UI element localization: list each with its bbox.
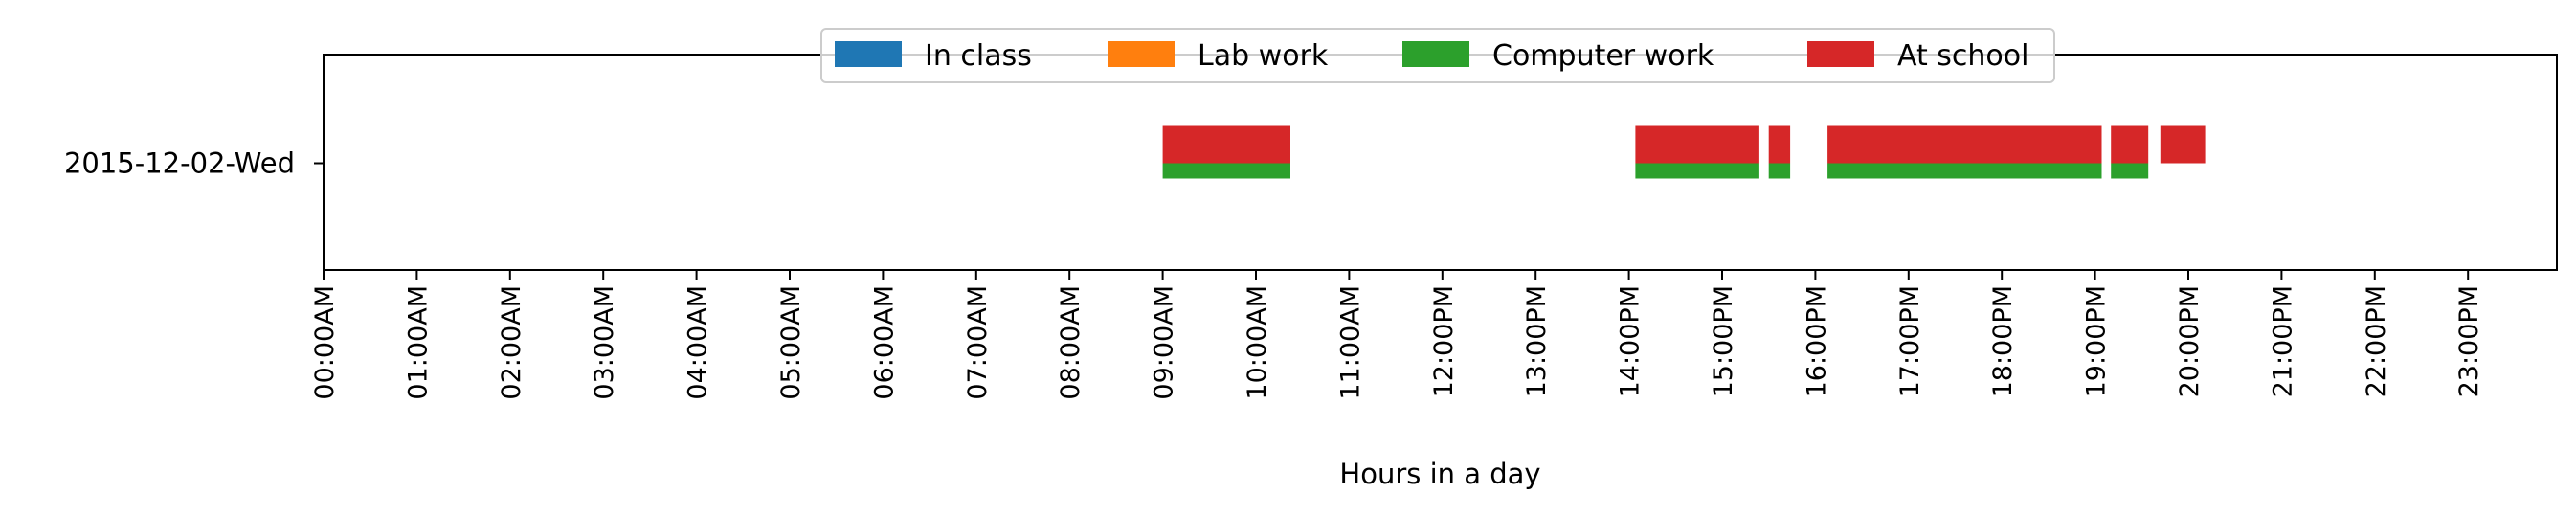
x-tick-label: 15:00PM bbox=[1709, 285, 1738, 397]
x-tick-label: 05:00AM bbox=[776, 285, 806, 400]
legend-swatch bbox=[1402, 41, 1469, 67]
legend-swatch bbox=[1807, 41, 1874, 67]
bar-at-school bbox=[1827, 125, 2102, 164]
bar-computer-work bbox=[1827, 163, 2102, 179]
bar-computer-work bbox=[1162, 163, 1290, 179]
x-tick-label: 08:00AM bbox=[1056, 285, 1086, 400]
x-axis-label: Hours in a day bbox=[1339, 458, 1540, 490]
x-tick-label: 01:00AM bbox=[403, 285, 433, 400]
x-tick-label: 04:00AM bbox=[683, 285, 713, 400]
x-tick-label: 02:00AM bbox=[497, 285, 526, 400]
bar-at-school bbox=[2111, 125, 2149, 164]
y-axis: 2015-12-02-Wed bbox=[64, 147, 324, 180]
x-tick-label: 12:00PM bbox=[1429, 285, 1459, 397]
x-tick-label: 23:00PM bbox=[2454, 285, 2484, 397]
legend-label: At school bbox=[1897, 39, 2028, 73]
x-tick-label: 20:00PM bbox=[2175, 285, 2205, 397]
bar-at-school bbox=[1768, 125, 1791, 164]
legend-label: Computer work bbox=[1492, 39, 1714, 73]
x-tick-label: 21:00PM bbox=[2268, 285, 2297, 397]
x-tick-label: 00:00AM bbox=[310, 285, 340, 400]
x-tick-label: 06:00AM bbox=[869, 285, 899, 400]
bar-at-school bbox=[1162, 125, 1290, 164]
x-tick-label: 10:00AM bbox=[1243, 285, 1272, 400]
x-axis: 00:00AM 01:00AM 02:00AM 03:00AM 04:00AM 05:00… bbox=[310, 270, 2484, 400]
legend-swatch bbox=[1108, 41, 1175, 67]
bar-at-school bbox=[2160, 125, 2206, 164]
x-tick-label: 14:00PM bbox=[1616, 285, 1646, 397]
x-tick-label: 17:00PM bbox=[1895, 285, 1925, 397]
x-tick-label: 13:00PM bbox=[1522, 285, 1552, 397]
legend: In class Lab work Computer work At school bbox=[820, 28, 2055, 83]
legend-label: In class bbox=[925, 39, 1032, 73]
legend-label: Lab work bbox=[1198, 39, 1329, 73]
bar-computer-work bbox=[2111, 163, 2149, 179]
x-tick-label: 09:00AM bbox=[1150, 285, 1179, 400]
bar-computer-work bbox=[1635, 163, 1759, 179]
x-tick-label: 18:00PM bbox=[1988, 285, 2018, 397]
x-tick-label: 16:00PM bbox=[1802, 285, 1831, 397]
x-tick-label: 07:00AM bbox=[963, 285, 993, 400]
bar-computer-work bbox=[1768, 163, 1791, 179]
x-tick-label: 03:00AM bbox=[590, 285, 619, 400]
bars-layer bbox=[1162, 125, 2206, 179]
x-tick-label: 11:00AM bbox=[1335, 285, 1365, 400]
bar-at-school bbox=[1635, 125, 1759, 164]
x-tick-label: 19:00PM bbox=[2082, 285, 2112, 397]
legend-swatch bbox=[835, 41, 902, 67]
x-tick-label: 22:00PM bbox=[2362, 285, 2391, 397]
y-tick-label: 2015-12-02-Wed bbox=[64, 147, 295, 180]
